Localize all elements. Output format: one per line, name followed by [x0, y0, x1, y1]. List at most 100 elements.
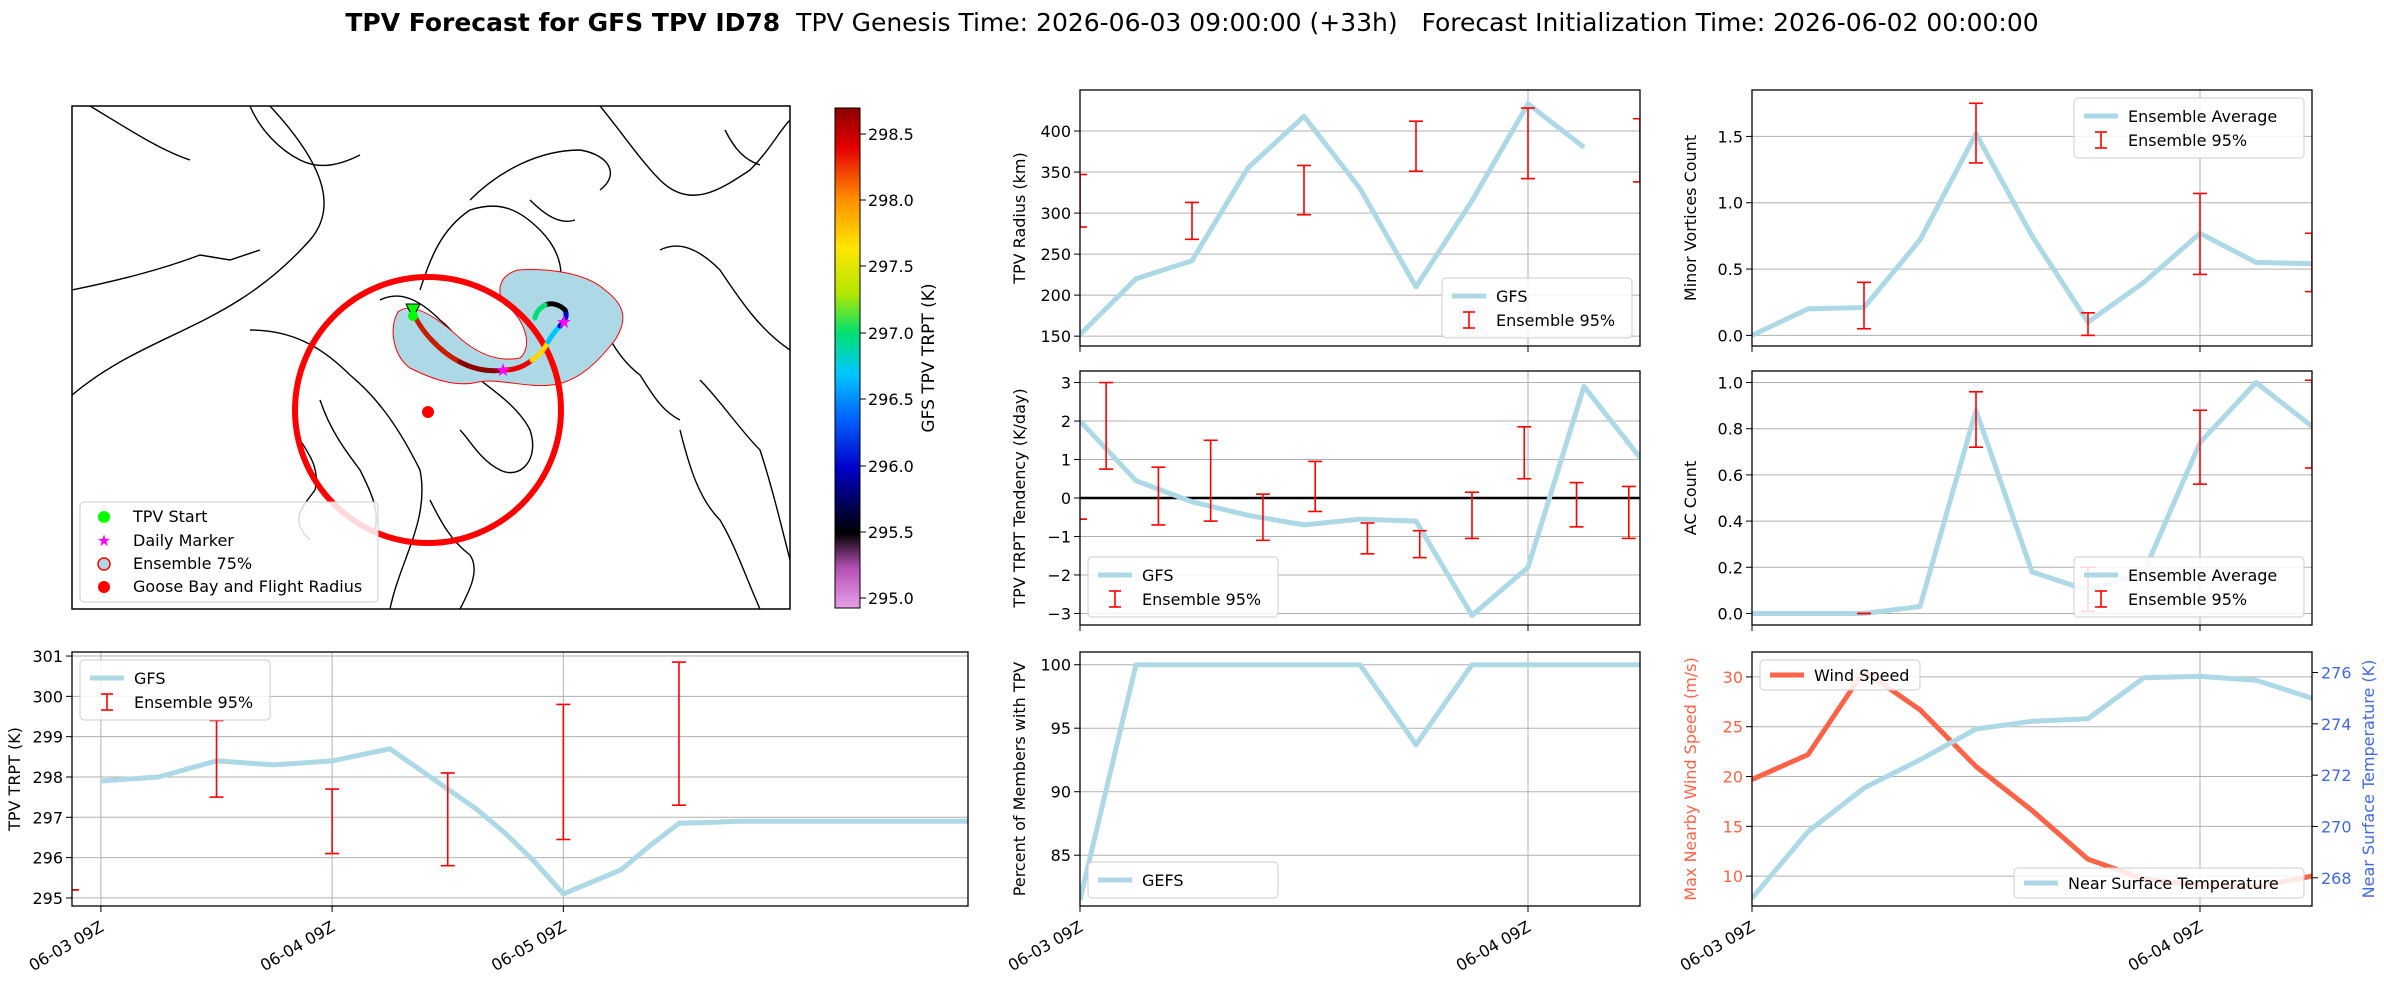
x-tick-label: 06-04 09Z — [257, 917, 338, 975]
legend-label: Ensemble 95% — [2128, 590, 2247, 609]
legend-label: GFS — [134, 669, 165, 688]
legend-label: Near Surface Temperature — [2068, 874, 2279, 893]
y-tick-label: 301 — [32, 647, 63, 666]
legend-ensemble-75: Ensemble 75% — [133, 554, 252, 573]
y-axis-label: Percent of Members with TPV — [1010, 662, 1029, 896]
y-tick-label: −2 — [1047, 566, 1071, 585]
chart-trpt: 06-03 09Z 06-04 09Z 06-05 09Z 295 296 297 298 2… — [5, 647, 969, 975]
legend: GFS Ensemble 95% — [79, 659, 271, 721]
goose-bay-marker — [422, 406, 434, 418]
y-tick-label: 1 — [1061, 451, 1071, 470]
series-line — [100, 746, 968, 897]
y-tick-label: 90 — [1051, 783, 1071, 802]
y-tick-label: 298 — [32, 768, 63, 787]
cbar-tick-2: 296.0 — [868, 457, 914, 476]
y2-tick-label: 274 — [2321, 715, 2352, 734]
cbar-tick-1: 295.5 — [868, 523, 914, 542]
y-tick-label: 10 — [1723, 867, 1743, 886]
series-line — [1080, 383, 1640, 618]
y-tick-label: 0.0 — [1718, 604, 1743, 623]
y-tick-label: 1.0 — [1718, 194, 1743, 213]
y-tick-label: 1.5 — [1718, 127, 1743, 146]
y-tick-label: 295 — [32, 889, 63, 908]
daily-marker-star-1: ★ — [495, 360, 511, 381]
y-tick-label: 0.8 — [1718, 420, 1743, 439]
legend-label: Ensemble Average — [2128, 107, 2277, 126]
axes-frame — [1751, 370, 2313, 626]
colorbar: 295.0 295.5 296.0 296.5 297.0 297.5 298.… — [834, 107, 939, 609]
flight-radius-circle — [292, 274, 564, 546]
y-tick-label: 297 — [32, 808, 63, 827]
legend: GFS Ensemble 95% — [1441, 277, 1633, 339]
y-axis-label: Max Nearby Wind Speed (m/s) — [1681, 657, 1700, 900]
legend-label: Ensemble 95% — [134, 693, 253, 712]
y-tick-label: −1 — [1047, 527, 1071, 546]
y-tick-label: 296 — [32, 849, 63, 868]
axes-frame — [1751, 651, 2313, 907]
y-tick-label: 300 — [1040, 204, 1071, 223]
x-tick-label: 06-04 09Z — [2125, 917, 2206, 975]
axes-frame — [1079, 370, 1641, 626]
legend-label: GFS — [1496, 287, 1527, 306]
y-tick-label: 20 — [1723, 768, 1743, 787]
y-axis-label: AC Count — [1681, 461, 1700, 535]
y-tick-label: 85 — [1051, 846, 1071, 865]
legend-label: Ensemble 95% — [1142, 590, 1261, 609]
axes-frame — [71, 651, 969, 907]
legend: Ensemble Average Ensemble 95% — [2073, 97, 2305, 159]
plot-area — [1080, 381, 1640, 618]
y-tick-label: 100 — [1040, 656, 1071, 675]
legend-daily-marker: Daily Marker — [133, 531, 234, 550]
series-line — [1080, 662, 1640, 901]
title-bold: TPV Forecast for GFS TPV ID78 — [345, 8, 780, 37]
y2-axis-label: Near Surface Temperature (K) — [2359, 660, 2378, 899]
tpv-start-dot — [408, 311, 418, 321]
y-axis-label: TPV TRPT Tendency (K/day) — [1010, 388, 1029, 608]
x-tick-label: 06-03 09Z — [26, 917, 107, 975]
plot-area — [1080, 662, 1640, 901]
plot-area — [1752, 102, 2312, 338]
y-axis-label: Minor Vortices Count — [1681, 135, 1700, 301]
legend-label: Ensemble 95% — [2128, 131, 2247, 150]
series-line — [1752, 673, 2312, 900]
legend-label: GEFS — [1142, 871, 1184, 890]
series-line — [1752, 131, 2312, 338]
legend: Wind Speed — [1759, 659, 1921, 691]
y-tick-label: 250 — [1040, 245, 1071, 264]
svg-text:★: ★ — [97, 531, 111, 550]
colorbar-label: GFS TPV TRPT (K) — [919, 283, 939, 432]
legend-label: Ensemble 95% — [1496, 311, 1615, 330]
y-tick-label: 200 — [1040, 286, 1071, 305]
series-line — [1080, 101, 1586, 337]
y-axis-label: TPV Radius (km) — [1010, 152, 1029, 285]
cbar-tick-7: 298.5 — [868, 125, 914, 144]
cbar-tick-6: 298.0 — [868, 191, 914, 210]
y-tick-label: 95 — [1051, 719, 1071, 738]
charts-layer: 06-03 09Z 06-04 09Z 06-05 09Z 295 296 297 298 2… — [5, 89, 2378, 975]
axes-frame — [1079, 89, 1641, 347]
map-panel: ★ ★ TPV Start ★ Daily Marker Ensemble 75… — [71, 105, 939, 610]
x-tick-label: 06-05 09Z — [488, 917, 569, 975]
y-tick-label: 1.0 — [1718, 374, 1743, 393]
y2-tick-label: 270 — [2321, 817, 2352, 836]
x-tick-label: 06-03 09Z — [1677, 917, 1758, 975]
chart-ac: 0.0 0.2 0.4 0.6 0.8 1.0 AC Count Ensemble Avera… — [1681, 370, 2313, 631]
y-tick-label: 0 — [1061, 489, 1071, 508]
cbar-tick-3: 296.5 — [868, 390, 914, 409]
legend: GFS Ensemble 95% — [1087, 556, 1279, 618]
series-line — [1752, 668, 2312, 890]
cbar-tick-0: 295.0 — [868, 589, 914, 608]
chart-minor: 0.0 0.5 1.0 1.5 Minor Vortices Count Ensemble… — [1681, 89, 2313, 352]
figure-title: TPV Forecast for GFS TPV ID78 TPV Genesis… — [345, 8, 2038, 37]
y-tick-label: 3 — [1061, 374, 1071, 393]
chart-wind: 06-03 09Z 06-04 09Z 10 15 20 25 30 268 270 272 274… — [1677, 651, 2378, 975]
plot-area — [1752, 668, 2312, 900]
legend-goose-bay: Goose Bay and Flight Radius — [133, 577, 362, 596]
legend-label: Wind Speed — [1814, 666, 1909, 685]
cbar-tick-5: 297.5 — [868, 257, 914, 276]
y-tick-label: 300 — [32, 687, 63, 706]
chart-tendency: −3 −2 −1 0 1 2 3 TPV TRPT Tendency (K/day) GFS En… — [1010, 370, 1641, 631]
legend-label: Ensemble Average — [2128, 566, 2277, 585]
x-tick-label: 06-03 09Z — [1005, 917, 1086, 975]
